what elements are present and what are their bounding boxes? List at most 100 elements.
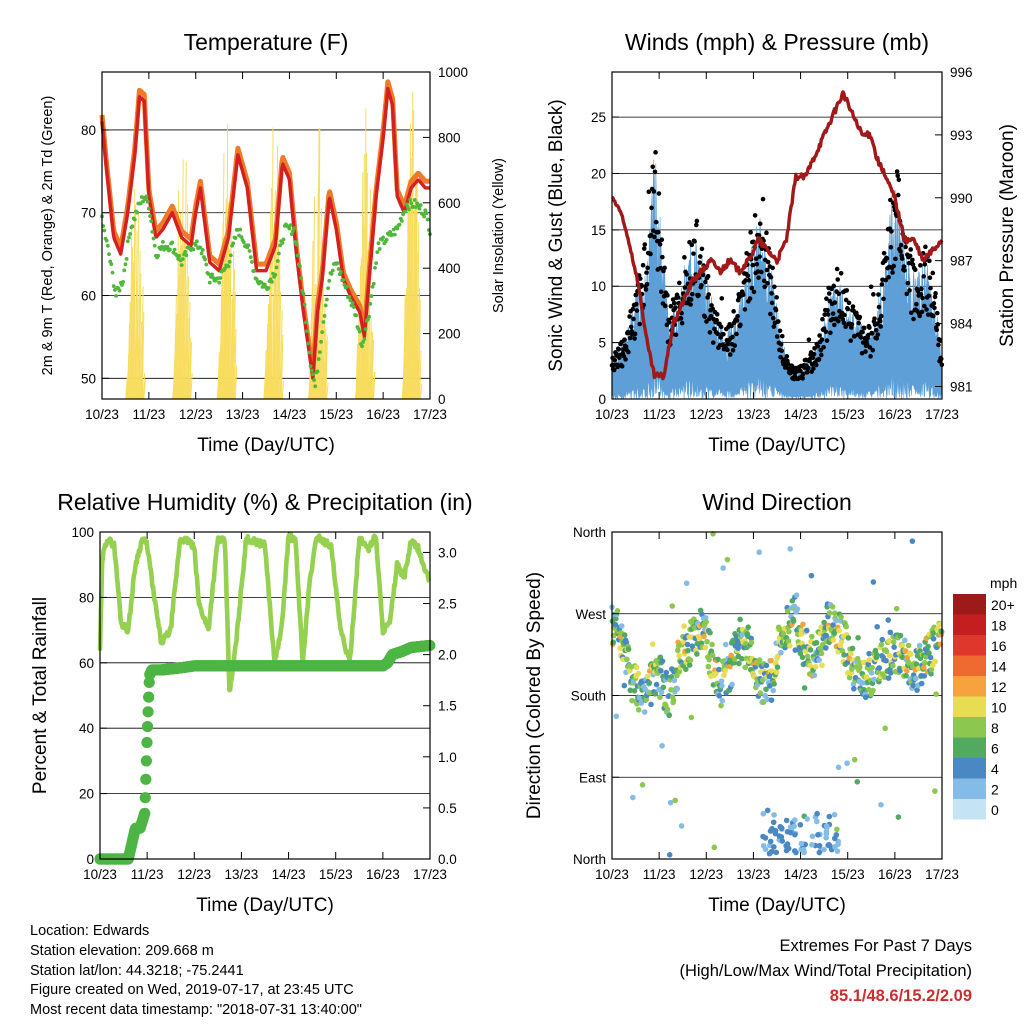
direction-point — [748, 635, 754, 642]
y2-tick-label: 2.5 — [438, 597, 457, 612]
gust-point — [734, 318, 740, 323]
solar-insolation-line — [372, 371, 376, 400]
direction-point — [793, 592, 800, 598]
direction-point — [831, 610, 838, 617]
dewpoint-point — [111, 284, 116, 289]
legend-label: 10 — [991, 700, 1007, 716]
gust-point — [643, 287, 649, 292]
dewpoint-point — [177, 254, 182, 258]
dewpoint-point — [120, 283, 124, 287]
gust-point — [718, 324, 724, 330]
x-tick-label: 11/23 — [643, 867, 676, 882]
dewpoint-point — [198, 245, 203, 250]
solar-insolation-line — [232, 269, 235, 400]
dewpoint-point — [117, 288, 122, 293]
direction-point — [663, 669, 670, 676]
legend-swatch — [953, 737, 986, 758]
y-tick-label: 25 — [591, 110, 606, 125]
gust-point — [928, 285, 933, 291]
gust-point — [922, 262, 928, 267]
legend-swatch — [953, 758, 986, 779]
direction-point — [635, 670, 642, 677]
gust-point — [719, 296, 725, 301]
gust-point — [652, 169, 658, 175]
gust-point — [764, 230, 769, 236]
direction-point — [809, 633, 815, 640]
gust-point — [806, 337, 812, 343]
solar-insolation-line — [412, 209, 415, 400]
gust-point — [810, 355, 816, 361]
direction-point — [834, 826, 840, 833]
solar-insolation-line — [141, 286, 144, 400]
solar-insolation-line — [369, 330, 373, 400]
dewpoint-point — [313, 384, 318, 389]
dewpoint-point — [248, 255, 253, 260]
gust-point — [699, 282, 704, 288]
dewpoint-point — [227, 259, 232, 264]
dewpoint-point — [233, 236, 238, 240]
gust-point — [914, 301, 919, 307]
gust-point — [825, 312, 831, 317]
solar-insolation-line — [324, 340, 328, 400]
gust-point — [690, 291, 695, 297]
direction-point — [686, 662, 693, 668]
direction-point — [878, 641, 885, 648]
dewpoint-point — [191, 247, 196, 252]
gust-point — [840, 317, 846, 322]
direction-point — [851, 685, 857, 692]
dewpoint-point — [110, 270, 115, 275]
direction-point — [848, 670, 855, 676]
dewpoint-point — [148, 214, 152, 218]
direction-point — [819, 662, 825, 669]
direction-point — [890, 639, 897, 645]
plot-border — [611, 71, 943, 400]
direction-point — [627, 687, 634, 694]
legend-label: 0 — [991, 802, 999, 818]
direction-point — [831, 835, 838, 842]
direction-point — [718, 702, 724, 709]
y2-axis-label: Station Pressure (Maroon) — [997, 124, 1018, 347]
dewpoint-point — [281, 237, 286, 242]
gust-point — [934, 310, 940, 316]
solar-insolation-line — [234, 365, 238, 400]
x-tick-label: 17/23 — [413, 867, 447, 882]
gust-point — [832, 322, 837, 328]
y2-axis-label: Solar Insolation (Yellow) — [491, 158, 507, 313]
direction-point — [666, 852, 673, 858]
direction-point — [863, 674, 870, 680]
dewpoint-point — [330, 268, 335, 273]
direction-point — [814, 810, 820, 817]
direction-point — [729, 681, 735, 688]
dewpoint-point — [422, 214, 427, 219]
gust-point — [675, 295, 681, 300]
dewpoint-point — [392, 232, 397, 237]
y-tick-label: 80 — [81, 123, 96, 138]
direction-point — [886, 652, 893, 659]
direction-point — [786, 628, 792, 635]
gust-point — [937, 337, 943, 343]
direction-point — [803, 627, 810, 634]
direction-point — [613, 713, 620, 720]
solar-insolation-line — [141, 311, 145, 400]
direction-point — [722, 641, 729, 648]
direction-point — [856, 664, 863, 671]
direction-point — [905, 642, 912, 649]
gust-point — [819, 337, 825, 342]
direction-point — [848, 651, 854, 657]
direction-point — [671, 677, 678, 684]
direction-point — [830, 622, 836, 628]
direction-point — [748, 639, 755, 646]
info-latlon: Station lat/lon: 44.3218; -75.2441 — [30, 962, 244, 979]
gust-point — [699, 246, 705, 252]
solar-insolation-line — [372, 372, 375, 400]
direction-point — [648, 701, 654, 708]
gust-point — [919, 309, 925, 315]
direction-point — [772, 827, 779, 834]
gust-point — [715, 331, 721, 337]
direction-point — [873, 651, 880, 658]
gust-point — [684, 272, 689, 277]
y-tick-label: 80 — [79, 590, 94, 605]
gust-point — [849, 322, 855, 327]
direction-point — [703, 619, 709, 625]
